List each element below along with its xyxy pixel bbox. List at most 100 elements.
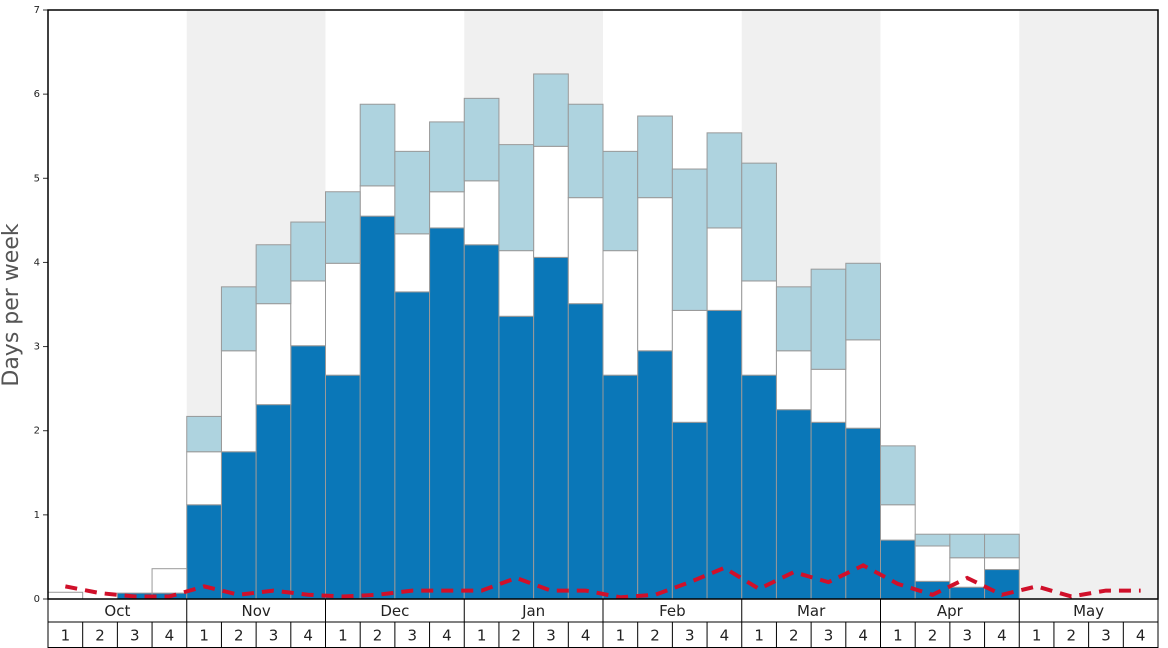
bar-segment [671, 309, 708, 423]
y-tick-label: 1 [34, 510, 40, 521]
x-tick-label: 2 [650, 627, 660, 645]
x-tick-label: 1 [338, 627, 348, 645]
bar-segment [775, 350, 812, 411]
bar-segment [984, 557, 1020, 571]
month-label: Nov [241, 602, 270, 620]
x-tick-label: 3 [1101, 627, 1111, 645]
bar-segment [47, 591, 84, 600]
bar-segment [533, 256, 569, 600]
month-label: Mar [797, 602, 826, 620]
bar-segment [914, 533, 951, 547]
x-tick-label: 4 [165, 627, 175, 645]
x-tick-label: 4 [442, 627, 452, 645]
month-label: Dec [380, 602, 409, 620]
bar-segment [602, 150, 639, 252]
x-tick-label: 3 [824, 627, 834, 645]
bar-segment [741, 280, 777, 376]
bar-segment [394, 150, 431, 235]
bar-segment [533, 73, 569, 147]
bar-segment [359, 215, 396, 600]
bar-segment [706, 309, 743, 600]
bar-segment [359, 103, 396, 187]
bar-segment [949, 586, 986, 600]
bar-segment [359, 185, 396, 217]
month-shade [1019, 10, 1158, 599]
bar-segment [325, 262, 361, 376]
x-tick-label: 1 [1032, 627, 1042, 645]
x-tick-label: 4 [303, 627, 313, 645]
bar-segment [255, 404, 292, 600]
month-label: May [1073, 602, 1104, 620]
bar-segment [949, 533, 986, 559]
x-tick-label: 3 [269, 627, 279, 645]
x-tick-label: 2 [373, 627, 383, 645]
bar-segment [429, 191, 465, 229]
dashed-line [64, 563, 1141, 600]
month-label: Apr [937, 602, 964, 620]
x-tick-label: 1 [61, 627, 71, 645]
x-tick-label: 1 [893, 627, 903, 645]
y-tick-label: 6 [34, 89, 40, 100]
bar-segment [290, 221, 326, 282]
x-tick-label: 2 [234, 627, 244, 645]
bar-segment [845, 262, 881, 341]
bar-segment [394, 291, 431, 600]
bar-segment [533, 145, 569, 258]
y-tick-label: 2 [34, 426, 40, 437]
bar-segment [186, 415, 222, 453]
bar-segment [463, 244, 500, 600]
bar-segment [741, 374, 777, 600]
bar-segment [637, 197, 673, 352]
x-tick-label: 2 [789, 627, 799, 645]
bar-segment [880, 504, 916, 541]
bar-segment [602, 374, 639, 600]
bar-segment [290, 280, 326, 347]
bar-segment [220, 286, 257, 352]
bar-segment [325, 191, 361, 264]
x-tick-label: 4 [997, 627, 1007, 645]
bar-segment [637, 115, 673, 199]
y-tick-label: 5 [34, 173, 40, 184]
bar-segment [810, 368, 847, 423]
bar-segment [290, 345, 326, 600]
bar-segment [220, 451, 257, 600]
bar-segment [498, 315, 535, 600]
x-tick-label: 1 [199, 627, 209, 645]
bar-segment [429, 121, 465, 193]
x-tick-label: 1 [616, 627, 626, 645]
bar-segment [394, 233, 431, 293]
y-tick-label: 7 [34, 5, 40, 16]
bar-segment [567, 103, 604, 199]
bar-segment [151, 568, 188, 594]
y-tick-label: 4 [34, 257, 40, 268]
bar-segment [671, 421, 708, 600]
y-tick-label: 0 [34, 594, 40, 605]
x-tick-label: 1 [477, 627, 487, 645]
bar-segment [810, 421, 847, 600]
x-tick-label: 2 [1067, 627, 1077, 645]
bar-segment [255, 244, 292, 305]
bar-segment [220, 350, 257, 453]
bar-segment [880, 445, 916, 506]
bar-segment [325, 374, 361, 600]
x-tick-label: 4 [581, 627, 591, 645]
y-axis-label: Days per week [0, 223, 24, 386]
month-label: Jan [521, 602, 545, 620]
x-tick-label: 4 [858, 627, 868, 645]
x-tick-label: 1 [754, 627, 764, 645]
bar-segment [567, 197, 604, 305]
bar-segment [706, 227, 743, 311]
bar-segment [498, 250, 535, 317]
bar-segment [984, 533, 1020, 559]
x-tick-label: 4 [720, 627, 730, 645]
bar-segment [914, 545, 951, 582]
bar-segment [602, 250, 639, 376]
bar-segment [775, 409, 812, 600]
y-tick-label: 3 [34, 342, 40, 353]
bar-segment [637, 350, 673, 600]
x-tick-label: 3 [546, 627, 556, 645]
x-tick-label: 4 [1136, 627, 1146, 645]
x-tick-label: 2 [512, 627, 522, 645]
bar-segment [567, 303, 604, 600]
